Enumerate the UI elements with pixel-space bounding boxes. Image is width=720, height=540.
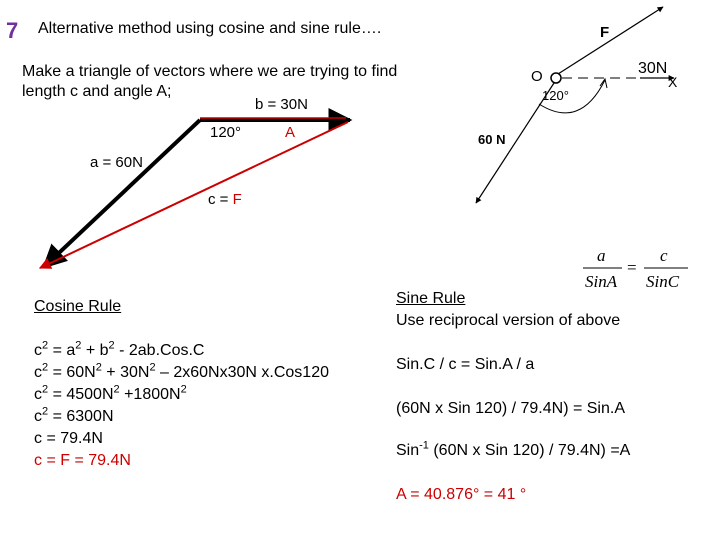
inset-origin-label: O bbox=[531, 68, 543, 85]
formula-denominator-right: SinC bbox=[646, 272, 680, 291]
cosine-line-1: c2 = a2 + b2 - 2ab.Cos.C bbox=[34, 339, 205, 359]
intro-line-2: length c and angle A; bbox=[22, 83, 172, 100]
cosine-result: c = F = 79.4N bbox=[34, 452, 131, 469]
sine-line-2: (60N x Sin 120) / 79.4N) = Sin.A bbox=[396, 400, 625, 417]
cosine-line-3: c2 = 4500N2 +1800N2 bbox=[34, 383, 187, 403]
formula-denominator-left: SinA bbox=[585, 272, 618, 291]
intro-text: Make a triangle of vectors where we are … bbox=[22, 62, 397, 102]
cosine-rule-working: c2 = a2 + b2 - 2ab.Cos.C c2 = 60N2 + 30N… bbox=[34, 340, 329, 472]
formula-numerator-right: c bbox=[660, 246, 668, 265]
inset-30n-label: 30N bbox=[638, 60, 668, 77]
force-f-arrow bbox=[557, 6, 664, 75]
vector-c-arrow bbox=[38, 121, 349, 269]
angle-arc bbox=[538, 79, 606, 114]
cosine-line-2: c2 = 60N2 + 30N2 – 2x60Nx30N x.Cos120 bbox=[34, 361, 329, 381]
sine-line-3: Sin-1 (60N x Sin 120) / 79.4N) =A bbox=[396, 439, 631, 459]
inset-angle-label: 120° bbox=[542, 88, 569, 103]
sine-rule-heading: Sine Rule bbox=[396, 290, 466, 307]
inset-60n-label: 60 N bbox=[478, 132, 506, 147]
side-c-var: F bbox=[232, 191, 242, 208]
intro-line-1: Make a triangle of vectors where we are … bbox=[22, 63, 398, 80]
cosine-line-5: c = 79.4N bbox=[34, 430, 103, 447]
side-c-prefix: c = bbox=[208, 191, 233, 208]
force-60-arrow bbox=[475, 82, 555, 204]
sine-rule-subheading: Use reciprocal version of above bbox=[396, 312, 621, 329]
side-b-label: b = 30N bbox=[255, 96, 308, 113]
inset-x-label: X bbox=[668, 74, 678, 90]
side-a-label: a = 60N bbox=[90, 154, 143, 171]
inset-f-label: F bbox=[600, 24, 610, 41]
cosine-line-4: c2 = 6300N bbox=[34, 405, 114, 425]
angle-a-label: A bbox=[285, 124, 296, 141]
slide-title: Alternative method using cosine and sine… bbox=[38, 20, 382, 37]
sine-result: A = 40.876° = 41 ° bbox=[396, 486, 527, 503]
sine-line-1: Sin.C / c = Sin.A / a bbox=[396, 356, 535, 373]
cosine-rule-heading: Cosine Rule bbox=[34, 298, 122, 315]
inset-force-diagram bbox=[475, 6, 675, 204]
origin-point bbox=[550, 72, 562, 84]
formula-numerator-left: a bbox=[597, 246, 606, 265]
formula-equals: = bbox=[627, 258, 637, 277]
angle-120-label: 120° bbox=[210, 124, 242, 141]
slide-number: 7 bbox=[6, 18, 19, 43]
vector-a-arrow bbox=[42, 118, 202, 269]
side-c-label: c = F bbox=[208, 191, 242, 208]
